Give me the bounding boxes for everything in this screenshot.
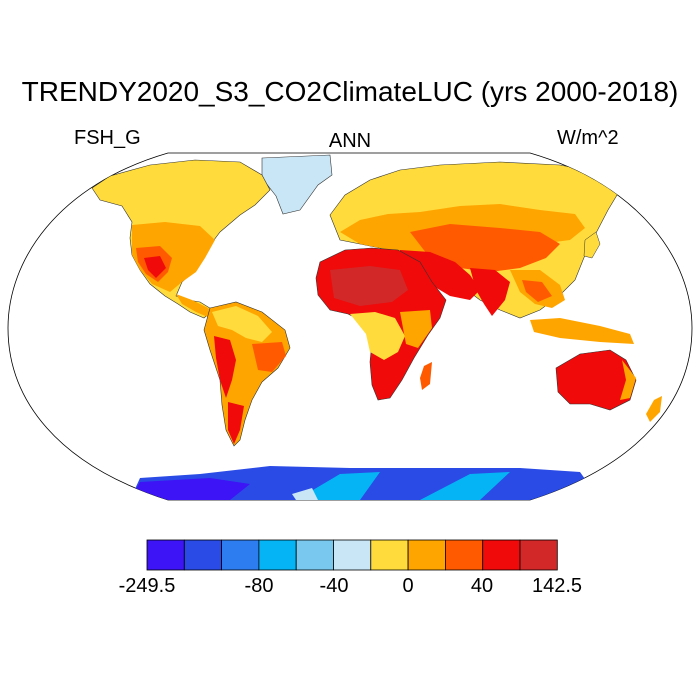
japan (583, 231, 601, 259)
australia-east-coast (620, 360, 636, 400)
colorbar-label: -80 (244, 575, 274, 597)
mexico-hot (144, 256, 166, 278)
units-label: W/m^2 (557, 127, 619, 149)
colorbar-label: 0 (402, 575, 414, 597)
australia (555, 349, 637, 411)
colorbar (146, 539, 558, 571)
antarctica-light-ice (292, 488, 318, 500)
madagascar (420, 362, 432, 390)
colorbar-box (258, 539, 297, 571)
colorbar-label: -40 (319, 575, 349, 597)
colorbar-box (370, 539, 409, 571)
south-america-east (252, 342, 286, 372)
patagonia (228, 402, 244, 444)
colorbar-box (482, 539, 521, 571)
south-america-north (212, 306, 272, 342)
antarctica-cyan-2 (420, 472, 510, 500)
central-africa (350, 312, 405, 360)
variable-label: FSH_G (74, 127, 141, 149)
central-america (176, 294, 214, 318)
colorbar-label: 40 (470, 575, 494, 597)
colorbar-box (333, 539, 372, 571)
sahara-dark (330, 266, 408, 306)
colorbar-label: -249.5 (118, 575, 176, 597)
india (470, 268, 510, 316)
colorbar-box (444, 539, 484, 571)
colorbar-box (407, 539, 446, 571)
season-label: ANN (328, 130, 372, 152)
new-zealand (646, 396, 662, 422)
map-title: TRENDY2020_S3_CO2ClimateLUC (yrs 2000-20… (21, 76, 679, 107)
indonesia (530, 318, 634, 344)
colorbar-box (221, 539, 260, 571)
southeast-asia-hot (522, 280, 552, 302)
colorbar-box (146, 539, 185, 571)
colorbar-box (519, 539, 558, 571)
colorbar-box (295, 539, 334, 571)
antarctica-cyan-1 (296, 472, 380, 500)
east-africa (400, 310, 432, 348)
colorbar-label: 142.5 (531, 575, 583, 597)
south-america-west (214, 336, 236, 398)
south-america (203, 301, 291, 447)
antarctica-violet (130, 478, 250, 500)
colorbar-box (183, 539, 223, 571)
